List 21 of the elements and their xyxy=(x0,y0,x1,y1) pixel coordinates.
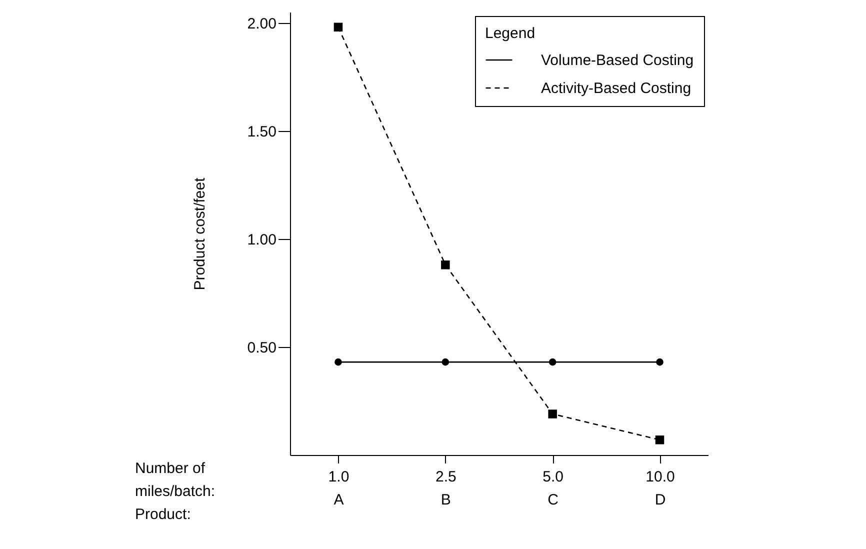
point xyxy=(548,410,557,418)
x-axis-title: Number of miles/batch: Product: xyxy=(135,460,216,523)
legend-label: Volume-Based Costing xyxy=(541,52,694,69)
point xyxy=(334,358,342,366)
point xyxy=(656,358,664,366)
x-tick-label: 10.0 D xyxy=(646,468,675,508)
x-tick-label: 5.0 C xyxy=(542,468,564,508)
y-tick-label: 1.00 xyxy=(247,231,276,248)
y-tick-label: 0.50 xyxy=(247,339,276,356)
y-tick-label: 1.50 xyxy=(247,123,276,140)
point xyxy=(334,22,343,32)
x-tick-label: 1.0 A xyxy=(328,468,350,508)
point xyxy=(442,358,450,366)
point xyxy=(441,260,450,270)
legend-title: Legend xyxy=(485,25,536,42)
y-axis-title: Product cost/feet xyxy=(191,176,208,290)
x-tick-label: 2.5 B xyxy=(435,468,456,508)
point xyxy=(548,358,556,366)
y-tick-label: 2.00 xyxy=(247,15,276,32)
point xyxy=(655,436,664,444)
legend-label: Activity-Based Costing xyxy=(541,80,692,97)
